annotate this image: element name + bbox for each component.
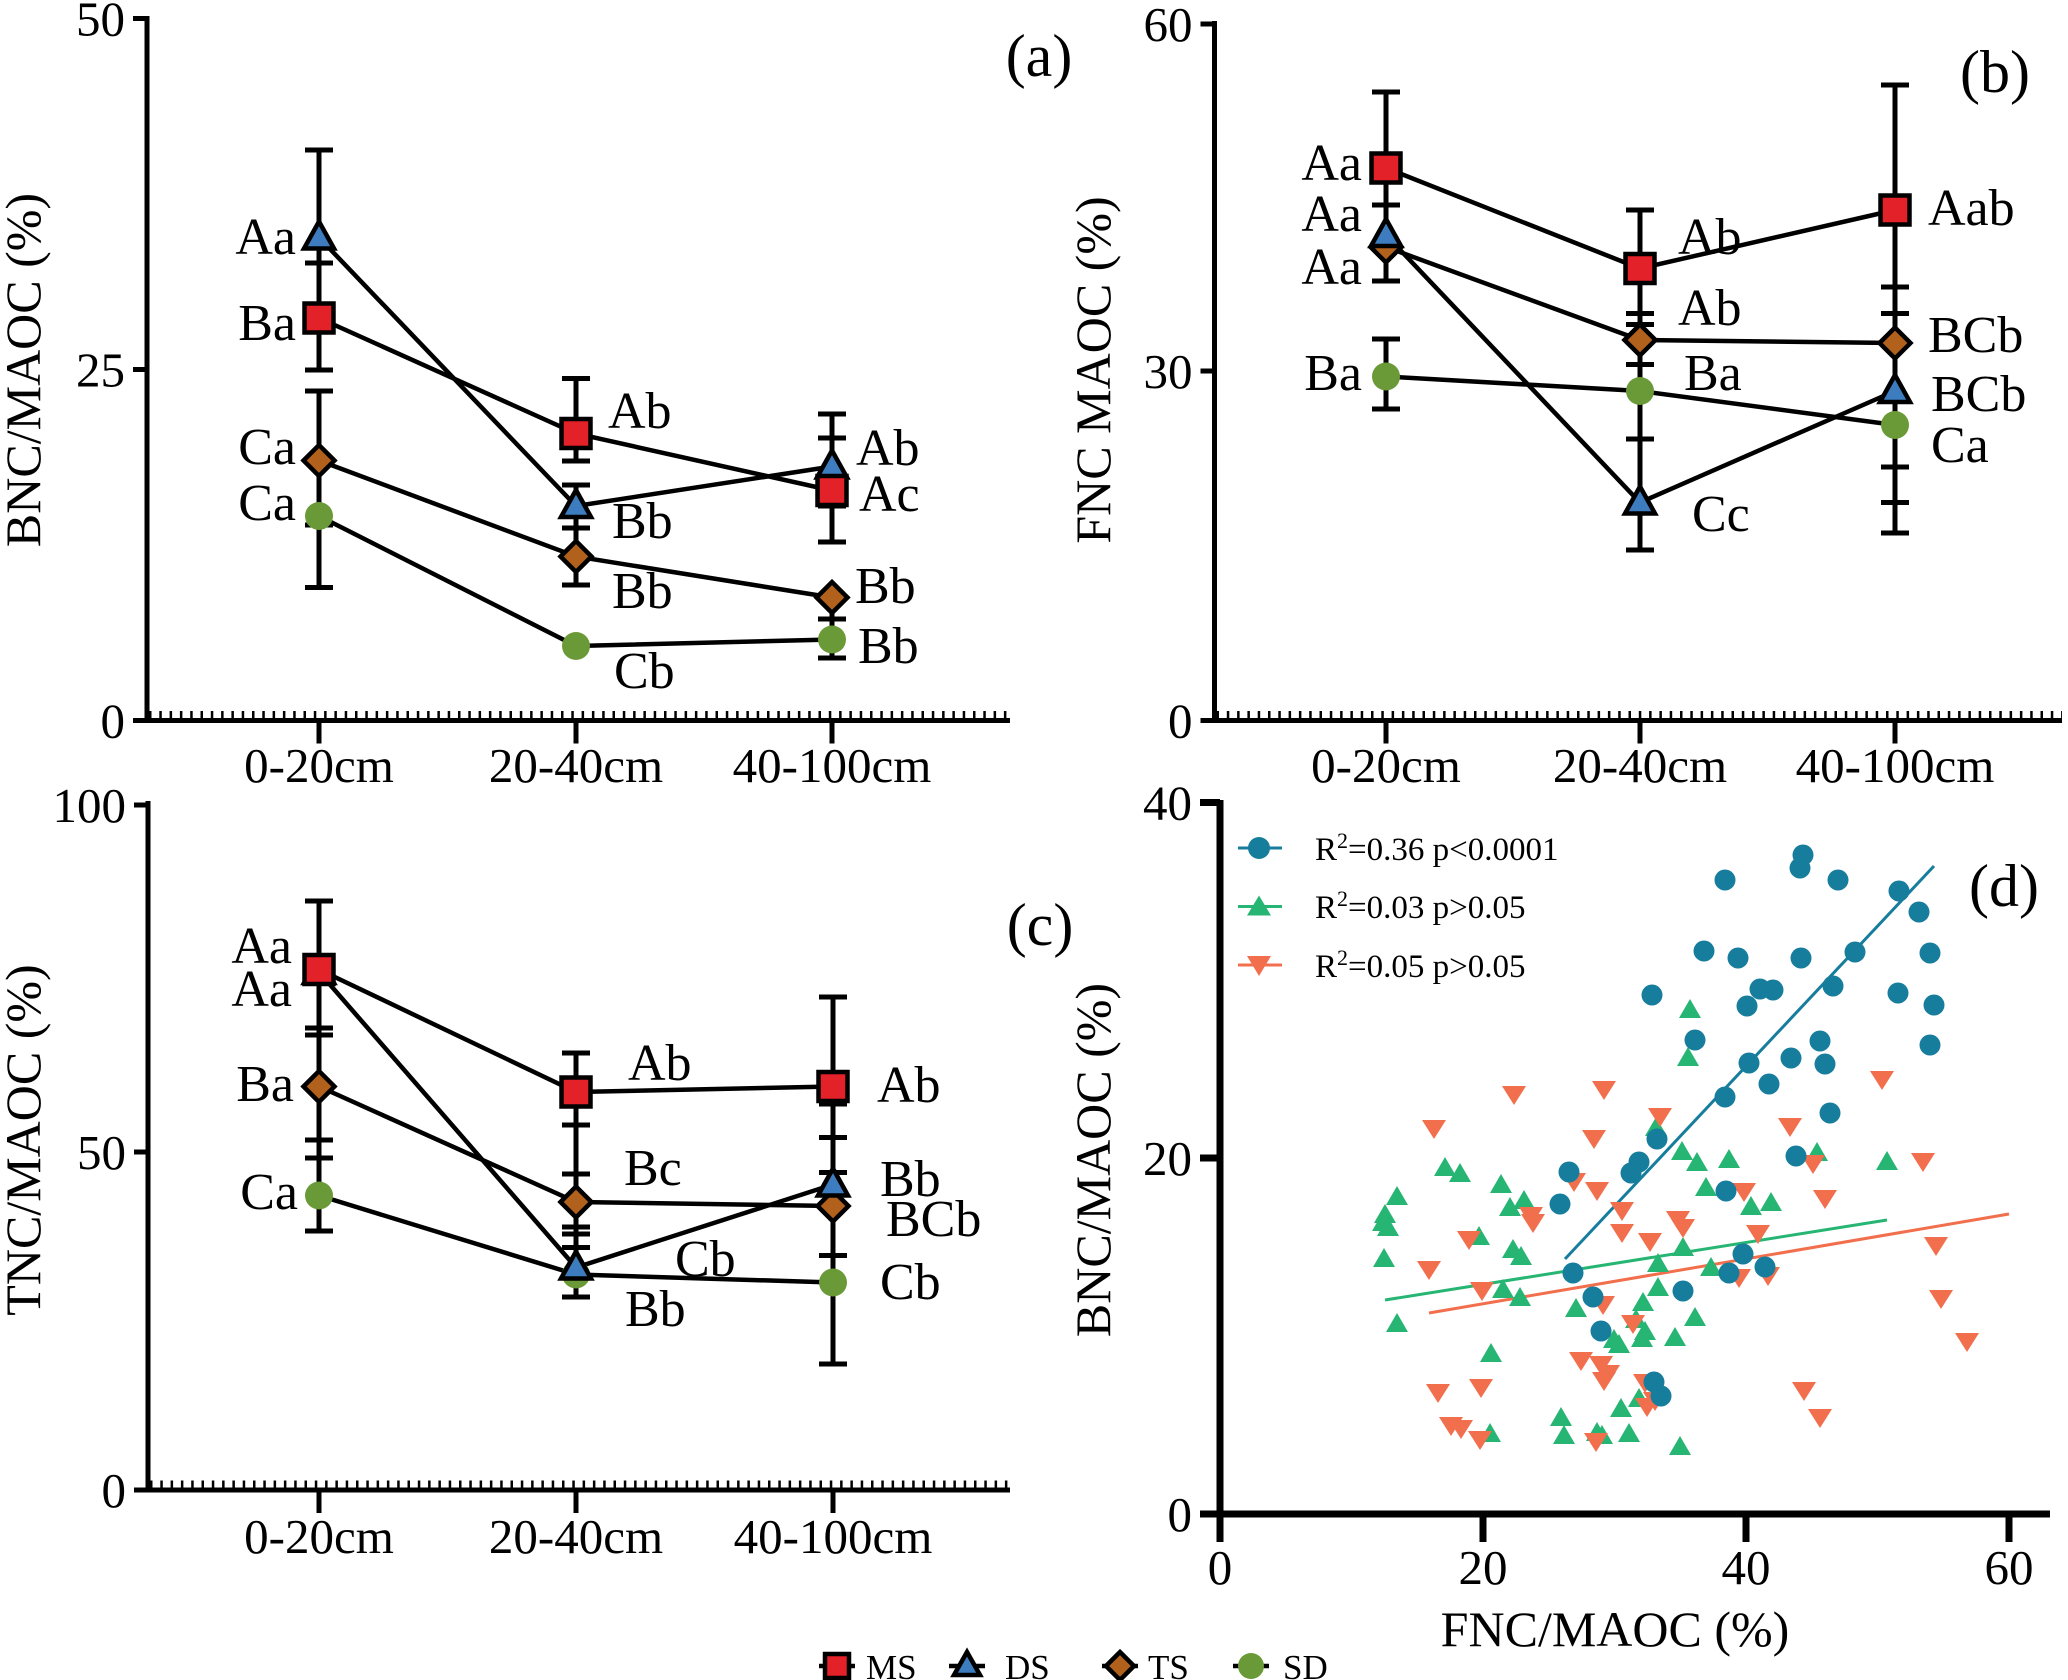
svg-text:Aa: Aa: [1301, 239, 1362, 296]
svg-text:BNC/MAOC (%): BNC/MAOC (%): [1065, 983, 1121, 1337]
svg-text:20-40cm: 20-40cm: [1553, 738, 1727, 793]
svg-text:20: 20: [1143, 1131, 1192, 1186]
svg-text:Ab: Ab: [1678, 280, 1742, 337]
svg-text:Bb: Bb: [625, 1281, 686, 1338]
svg-text:Ca: Ca: [1931, 417, 1989, 474]
svg-text:Ab: Ab: [628, 1035, 692, 1092]
svg-text:BCb: BCb: [886, 1191, 981, 1248]
svg-text:40: 40: [1722, 1540, 1771, 1595]
svg-text:40-100cm: 40-100cm: [734, 1509, 933, 1564]
svg-text:BCb: BCb: [1931, 366, 2026, 423]
svg-text:Ac: Ac: [859, 466, 920, 523]
svg-text:Bb: Bb: [880, 1151, 941, 1208]
svg-text:Aa: Aa: [1301, 186, 1362, 243]
svg-text:R2=0.05 p>0.05: R2=0.05 p>0.05: [1315, 945, 1526, 985]
svg-text:40-100cm: 40-100cm: [733, 738, 932, 793]
svg-text:20-40cm: 20-40cm: [489, 738, 663, 793]
svg-text:50: 50: [77, 1125, 126, 1180]
svg-text:(a): (a): [1006, 23, 1073, 89]
svg-text:Ba: Ba: [236, 1056, 294, 1113]
svg-text:0: 0: [1208, 1540, 1233, 1595]
svg-text:R2=0.36 p<0.0001: R2=0.36 p<0.0001: [1315, 828, 1559, 868]
svg-text:0: 0: [1168, 694, 1193, 749]
svg-text:FNC MAOC (%): FNC MAOC (%): [1065, 196, 1121, 543]
svg-text:Cb: Cb: [614, 643, 675, 700]
svg-text:Ab: Ab: [608, 383, 672, 440]
svg-text:25: 25: [76, 343, 125, 398]
svg-text:Bc: Bc: [624, 1140, 682, 1197]
svg-text:Cb: Cb: [675, 1231, 736, 1288]
svg-text:Aa: Aa: [1301, 135, 1362, 192]
svg-text:Bb: Bb: [858, 618, 919, 675]
svg-text:BCb: BCb: [1928, 307, 2023, 364]
svg-text:40: 40: [1143, 776, 1192, 831]
svg-text:0-20cm: 0-20cm: [244, 1509, 394, 1564]
svg-text:Ca: Ca: [238, 419, 296, 476]
svg-text:MS: MS: [866, 1648, 917, 1680]
svg-text:50: 50: [76, 0, 125, 47]
svg-text:TNC/MAOC (%): TNC/MAOC (%): [0, 964, 51, 1315]
svg-text:R2=0.03 p>0.05: R2=0.03 p>0.05: [1315, 886, 1526, 926]
svg-text:60: 60: [1144, 0, 1193, 52]
svg-text:Ca: Ca: [238, 475, 296, 532]
svg-text:Cb: Cb: [880, 1254, 941, 1311]
svg-text:Ab: Ab: [1678, 209, 1742, 266]
svg-text:100: 100: [53, 778, 127, 833]
svg-text:Ab: Ab: [856, 420, 920, 477]
svg-text:Aab: Aab: [1928, 180, 2015, 237]
svg-text:(d): (d): [1969, 853, 2039, 919]
svg-text:Bb: Bb: [612, 493, 673, 550]
svg-text:0: 0: [1168, 1487, 1193, 1542]
svg-text:Ba: Ba: [1684, 345, 1742, 402]
svg-text:Ab: Ab: [877, 1057, 941, 1114]
svg-text:Bb: Bb: [855, 558, 916, 615]
svg-text:DS: DS: [1005, 1648, 1050, 1680]
svg-text:20-40cm: 20-40cm: [489, 1509, 663, 1564]
svg-text:60: 60: [1985, 1540, 2034, 1595]
svg-text:0-20cm: 0-20cm: [244, 738, 394, 793]
svg-text:Aa: Aa: [231, 961, 292, 1018]
svg-text:Ba: Ba: [1304, 345, 1362, 402]
svg-text:40-100cm: 40-100cm: [1796, 738, 1995, 793]
svg-text:FNC/MAOC (%): FNC/MAOC (%): [1441, 1601, 1790, 1657]
svg-text:TS: TS: [1148, 1648, 1189, 1680]
svg-text:20: 20: [1459, 1540, 1508, 1595]
svg-text:30: 30: [1144, 344, 1193, 399]
svg-text:BNC/MAOC (%): BNC/MAOC (%): [0, 193, 51, 547]
svg-text:Aa: Aa: [235, 209, 296, 266]
svg-text:0: 0: [102, 1463, 127, 1518]
svg-text:Ba: Ba: [238, 295, 296, 352]
svg-text:Ca: Ca: [240, 1164, 298, 1221]
svg-text:Bb: Bb: [612, 563, 673, 620]
svg-text:0: 0: [101, 694, 126, 749]
svg-text:(c): (c): [1007, 892, 1074, 958]
svg-text:SD: SD: [1283, 1648, 1328, 1680]
svg-text:Aa: Aa: [231, 918, 292, 975]
svg-text:0-20cm: 0-20cm: [1311, 738, 1461, 793]
svg-text:(b): (b): [1960, 39, 2030, 105]
svg-text:Cc: Cc: [1692, 486, 1750, 543]
